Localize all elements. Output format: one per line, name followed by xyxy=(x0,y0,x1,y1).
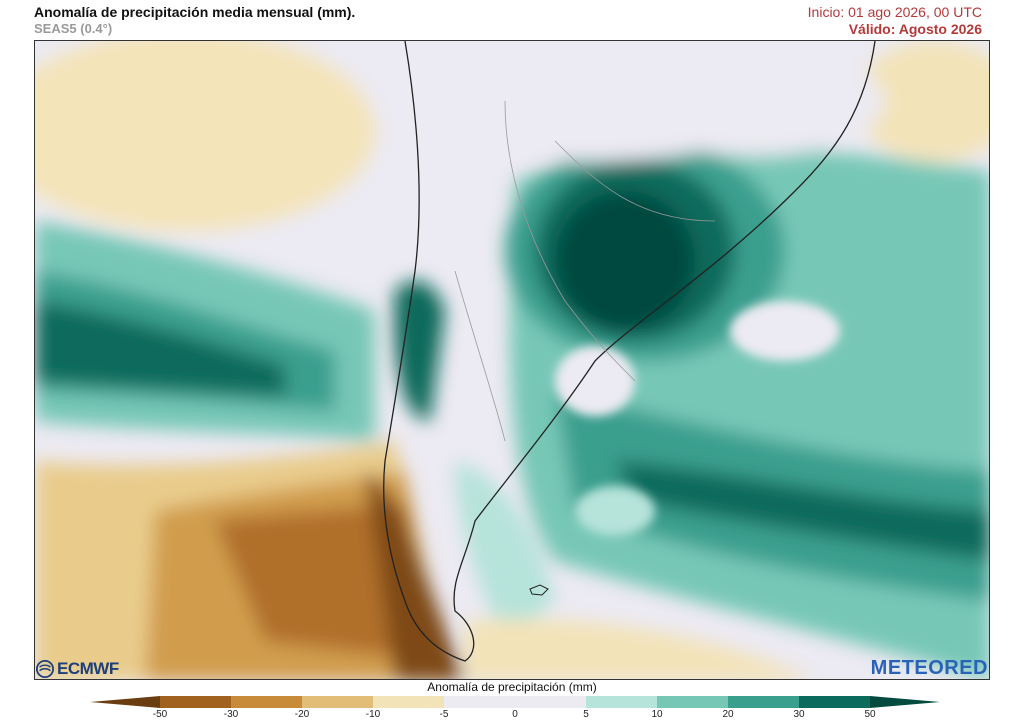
ecmwf-icon xyxy=(36,660,54,678)
colorbar-segment xyxy=(586,696,658,708)
colorbar-tick-label: -5 xyxy=(439,709,449,720)
colorbar-tick-label: 20 xyxy=(722,709,734,720)
coastline xyxy=(383,41,876,662)
colorbar-tick-label: -10 xyxy=(365,709,381,720)
ecmwf-wordmark: ECMWF xyxy=(57,659,119,678)
colorbar-tick-label: -30 xyxy=(223,709,239,720)
colorbar-segment xyxy=(160,696,232,708)
ecmwf-logo: ECMWF xyxy=(36,659,119,679)
model-label: SEAS5 (0.4°) xyxy=(34,21,113,36)
colorbar-segment xyxy=(231,696,303,708)
anomaly-field xyxy=(35,41,989,679)
colorbar-tick-label: -50 xyxy=(152,709,168,720)
colorbar-low-arrow xyxy=(90,696,160,708)
colorbar-tick-label: 10 xyxy=(651,709,663,720)
colorbar-tick-label: 30 xyxy=(793,709,805,720)
colorbar-tick-label: 5 xyxy=(583,709,589,720)
colorbar-segment xyxy=(657,696,729,708)
map-canvas xyxy=(35,41,989,679)
colorbar-title: Anomalía de precipitación (mm) xyxy=(427,680,597,694)
colorbar-segment xyxy=(515,696,587,708)
colorbar-tick-label: 0 xyxy=(512,709,518,720)
valid-date: Válido: Agosto 2026 xyxy=(848,21,982,37)
colorbar-high-arrow xyxy=(870,696,940,708)
colorbar-tick-label: 50 xyxy=(864,709,876,720)
precipitation-anomaly-map xyxy=(34,40,990,680)
init-date: Inicio: 01 ago 2026, 00 UTC xyxy=(807,4,982,20)
colorbar-segment xyxy=(728,696,800,708)
colorbar-segment xyxy=(302,696,374,708)
colorbar-segment xyxy=(799,696,871,708)
map-title: Anomalía de precipitación media mensual … xyxy=(34,4,356,20)
colorbar-segment xyxy=(373,696,445,708)
colorbar-tick-label: -20 xyxy=(294,709,310,720)
colorbar xyxy=(90,696,940,708)
meteored-logo: METEORED xyxy=(870,657,988,679)
colorbar-segment xyxy=(444,696,516,708)
